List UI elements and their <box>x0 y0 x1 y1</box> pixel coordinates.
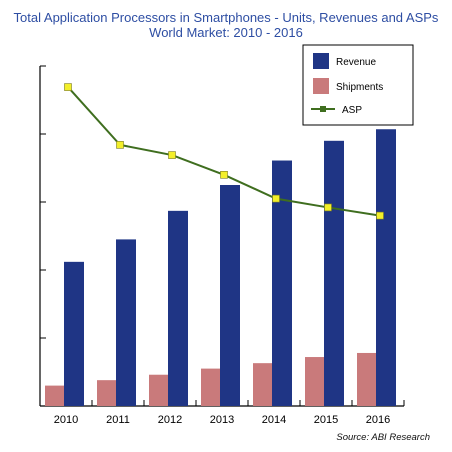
asp-point <box>64 83 72 91</box>
x-tick-label: 2012 <box>158 414 182 426</box>
x-tick-label: 2014 <box>262 414 286 426</box>
source-note: Source: ABI Research <box>336 432 430 443</box>
shipments-bar <box>45 385 65 406</box>
asp-point <box>220 171 228 179</box>
shipments-bar <box>149 374 169 406</box>
legend-swatch-revenue <box>313 53 329 69</box>
revenue-bar <box>116 239 136 406</box>
shipments-bar <box>305 357 325 406</box>
x-tick-label: 2015 <box>314 414 338 426</box>
asp-point <box>168 151 176 159</box>
revenue-bar <box>272 160 292 406</box>
chart-title: Total Application Processors in Smartpho… <box>13 10 439 25</box>
shipments-bar <box>97 380 117 406</box>
legend-label-asp: ASP <box>342 105 362 116</box>
legend-swatch-asp-marker <box>320 106 326 112</box>
legend-label-shipments: Shipments <box>336 82 383 93</box>
revenue-bar <box>376 129 396 407</box>
revenue-bar <box>324 140 344 407</box>
x-tick-label: 2013 <box>210 414 234 426</box>
x-tick-label: 2011 <box>106 414 130 426</box>
asp-point <box>324 203 332 212</box>
x-tick-label: 2010 <box>54 414 78 426</box>
chart-subtitle: World Market: 2010 - 2016 <box>149 25 303 40</box>
shipments-bar <box>357 352 377 406</box>
asp-point <box>272 194 280 203</box>
x-tick-label: 2016 <box>366 414 390 426</box>
asp-point <box>376 211 384 220</box>
revenue-bar <box>64 261 84 406</box>
legend-swatch-shipments <box>313 78 329 94</box>
revenue-bar <box>168 210 188 406</box>
revenue-bar <box>220 185 240 406</box>
legend-label-revenue: Revenue <box>336 57 376 68</box>
shipments-bar <box>253 363 273 406</box>
shipments-bar <box>201 368 221 406</box>
asp-point <box>116 141 124 149</box>
